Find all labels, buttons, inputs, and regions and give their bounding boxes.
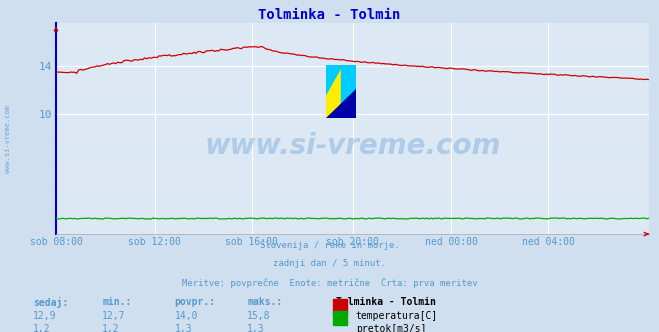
Text: povpr.:: povpr.: [175,297,215,307]
Text: min.:: min.: [102,297,132,307]
Text: Tolminka - Tolmin: Tolminka - Tolmin [336,297,436,307]
Text: www.si-vreme.com: www.si-vreme.com [5,106,11,173]
Text: 15,8: 15,8 [247,311,271,321]
Bar [341,65,356,118]
Polygon shape [326,65,342,94]
Text: 12,7: 12,7 [102,311,126,321]
Text: maks.:: maks.: [247,297,282,307]
Text: 1,3: 1,3 [247,324,265,332]
Text: zadnji dan / 5 minut.: zadnji dan / 5 minut. [273,259,386,268]
Text: 14,0: 14,0 [175,311,198,321]
Text: pretok[m3/s]: pretok[m3/s] [356,324,426,332]
Text: Meritve: povprečne  Enote: metrične  Črta: prva meritev: Meritve: povprečne Enote: metrične Črta:… [182,277,477,288]
Bar [326,65,341,118]
Text: Tolminka - Tolmin: Tolminka - Tolmin [258,8,401,22]
Text: 1,2: 1,2 [33,324,51,332]
Text: temperatura[C]: temperatura[C] [356,311,438,321]
Text: 12,9: 12,9 [33,311,57,321]
Text: www.si-vreme.com: www.si-vreme.com [204,131,501,159]
Text: Slovenija / reke in morje.: Slovenija / reke in morje. [260,241,399,250]
Text: 1,2: 1,2 [102,324,120,332]
Polygon shape [326,89,356,118]
Text: 1,3: 1,3 [175,324,192,332]
Text: sedaj:: sedaj: [33,297,68,308]
